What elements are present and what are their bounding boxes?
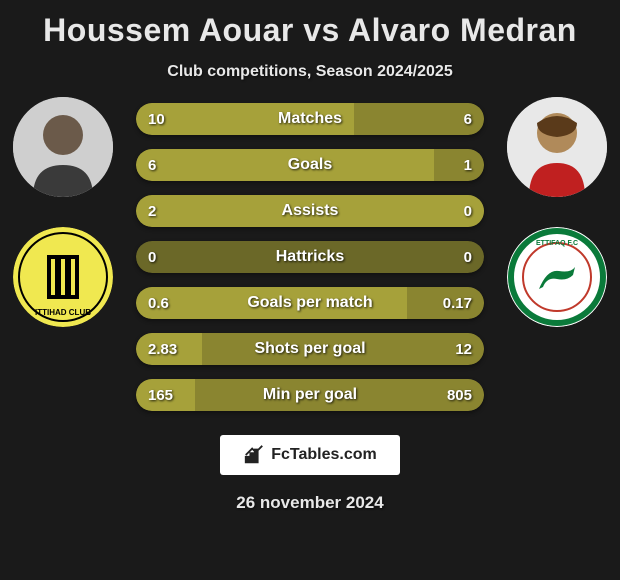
right-player-avatar: [507, 97, 607, 197]
stat-label: Shots per goal: [136, 333, 484, 365]
club-badge-icon: ITTIHAD CLUB: [13, 227, 113, 327]
left-player-avatar: [13, 97, 113, 197]
comparison-panel: ITTIHAD CLUB ETTIFAQ F.C: [0, 103, 620, 411]
svg-text:ETTIFAQ F.C: ETTIFAQ F.C: [536, 240, 578, 247]
stat-label: Min per goal: [136, 379, 484, 411]
stat-row: 0.60.17Goals per match: [136, 287, 484, 319]
stat-row: 00Hattricks: [136, 241, 484, 273]
left-player-column: ITTIHAD CLUB: [8, 97, 118, 327]
stat-label: Matches: [136, 103, 484, 135]
subtitle: Club competitions, Season 2024/2025: [0, 63, 620, 81]
stat-row: 2.8312Shots per goal: [136, 333, 484, 365]
svg-text:ITTIHAD CLUB: ITTIHAD CLUB: [35, 308, 91, 317]
stat-label: Goals: [136, 149, 484, 181]
right-player-column: ETTIFAQ F.C: [502, 97, 612, 327]
stat-label: Goals per match: [136, 287, 484, 319]
date-text: 26 november 2024: [0, 493, 620, 513]
left-club-badge: ITTIHAD CLUB: [13, 227, 113, 327]
logo-text: FcTables.com: [271, 446, 377, 464]
page-title: Houssem Aouar vs Alvaro Medran: [0, 12, 620, 49]
stat-bars: 106Matches 61Goals 20Assists 00Hattricks 0.6…: [136, 103, 484, 411]
club-badge-icon: ETTIFAQ F.C: [507, 227, 607, 327]
stat-row: 61Goals: [136, 149, 484, 181]
right-club-badge: ETTIFAQ F.C: [507, 227, 607, 327]
chart-icon: [243, 444, 265, 466]
stat-row: 20Assists: [136, 195, 484, 227]
stat-label: Hattricks: [136, 241, 484, 273]
person-icon: [13, 97, 113, 197]
stat-label: Assists: [136, 195, 484, 227]
fctables-logo: FcTables.com: [220, 435, 400, 475]
person-icon: [507, 97, 607, 197]
stat-row: 106Matches: [136, 103, 484, 135]
stat-row: 165805Min per goal: [136, 379, 484, 411]
